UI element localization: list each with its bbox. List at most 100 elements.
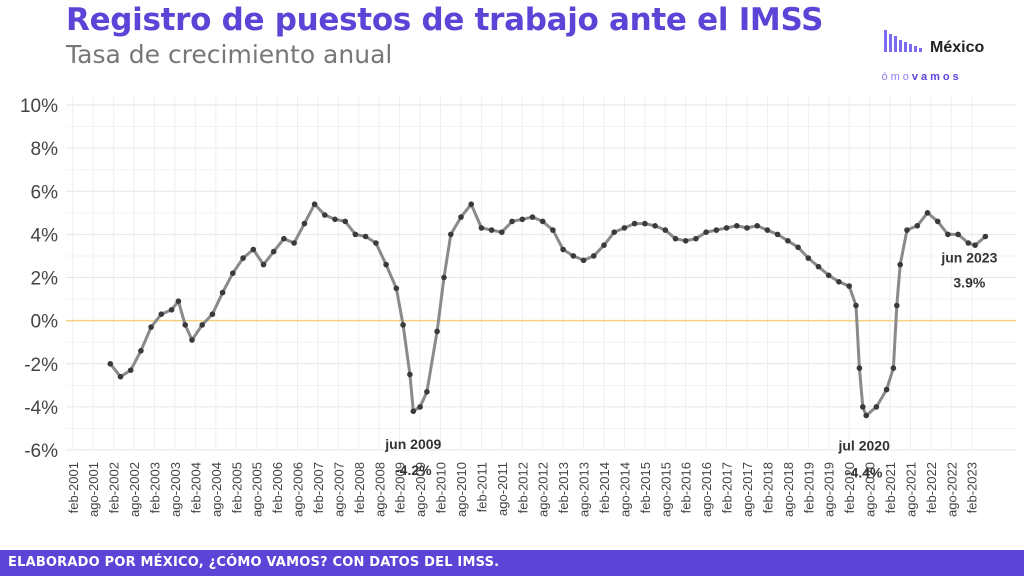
x-tick-label: ago-2020 <box>863 462 878 517</box>
x-tick-label: ago-2001 <box>86 462 101 517</box>
x-tick-label: feb-2019 <box>801 462 816 513</box>
data-point <box>972 242 978 248</box>
data-point <box>713 227 720 233</box>
x-tick-label: feb-2016 <box>679 462 694 513</box>
y-tick-label: 6% <box>31 182 59 203</box>
data-point <box>631 220 638 227</box>
data-point <box>774 231 781 238</box>
data-point <box>815 263 822 270</box>
data-point <box>281 235 287 242</box>
x-tick-label: ago-2012 <box>536 462 551 517</box>
data-point <box>175 298 182 305</box>
x-tick-label: ago-2007 <box>331 462 346 517</box>
x-tick-label: ago-2005 <box>250 462 265 517</box>
data-point <box>529 214 536 220</box>
data-point <box>863 412 869 419</box>
logo-tagline: cómovamos <box>880 71 962 83</box>
data-point <box>301 220 308 227</box>
x-tick-label: ago-2006 <box>291 462 306 517</box>
data-point <box>441 274 447 281</box>
x-tick-label: ago-2010 <box>454 462 469 517</box>
data-point <box>825 272 832 279</box>
annotation-date: jun 2023 <box>940 250 997 266</box>
x-tick-label: ago-2002 <box>127 462 142 517</box>
logo-name: México <box>930 39 984 56</box>
data-point <box>860 404 866 410</box>
x-tick-label: feb-2006 <box>270 462 285 513</box>
x-tick-label: feb-2013 <box>556 462 571 513</box>
data-point <box>410 408 417 415</box>
x-tick-label: feb-2012 <box>515 462 530 513</box>
data-point <box>914 223 921 229</box>
data-point <box>883 386 890 393</box>
x-tick-label: ago-2018 <box>781 462 796 517</box>
data-point <box>260 261 267 268</box>
data-point <box>904 227 910 233</box>
line-chart: -6%-4%-2%0%2%4%6%8%10% feb-2001 ago-2001 f… <box>20 96 1016 517</box>
data-point <box>250 246 257 253</box>
data-point <box>723 225 730 231</box>
data-point <box>580 257 587 264</box>
data-point <box>342 218 349 225</box>
data-point <box>734 223 740 229</box>
data-point <box>148 324 154 330</box>
data-point <box>468 201 475 207</box>
x-tick-label: feb-2015 <box>638 462 653 513</box>
x-tick-label: ago-2021 <box>903 462 918 517</box>
data-point <box>373 240 379 246</box>
x-tick-label: ago-2016 <box>699 462 714 517</box>
data-point <box>434 328 440 335</box>
data-point <box>550 227 556 233</box>
data-point <box>890 365 897 371</box>
data-point <box>270 248 277 255</box>
data-point <box>417 404 423 410</box>
y-tick-label: 10% <box>20 96 58 117</box>
data-point <box>601 242 607 248</box>
data-point <box>407 371 413 378</box>
x-tick-label: feb-2001 <box>66 462 81 513</box>
annotations: jun 2009 -4.2% jul 2020 -4.4% jun 2023 3.9% <box>384 250 997 481</box>
data-point <box>219 289 226 296</box>
data-point <box>478 225 485 231</box>
data-point <box>311 201 318 207</box>
data-point <box>652 223 658 229</box>
x-axis: feb-2001 ago-2001 feb-2002 ago-2002 feb-2003… <box>66 462 980 517</box>
grid <box>66 97 1016 451</box>
data-point <box>662 227 669 233</box>
data-point <box>982 233 989 240</box>
annotation-date: jun 2009 <box>384 436 441 452</box>
y-tick-label: -6% <box>24 441 58 462</box>
data-point <box>107 361 114 367</box>
series-line <box>109 202 987 417</box>
data-point <box>945 231 951 238</box>
data-point <box>393 285 400 292</box>
data-point <box>182 322 188 328</box>
footer-bar: ELABORADO POR MÉXICO, ¿CÓMO VAMOS? CON D… <box>0 550 1024 576</box>
x-tick-label: feb-2014 <box>597 462 612 513</box>
data-point <box>383 261 389 268</box>
data-point <box>754 223 760 229</box>
series-group <box>107 201 989 419</box>
x-tick-label: feb-2002 <box>107 462 122 513</box>
x-tick-label: ago-2019 <box>822 462 837 517</box>
chart-title: Registro de puestos de trabajo ante el I… <box>66 2 824 38</box>
x-tick-label: ago-2014 <box>617 462 632 517</box>
data-point <box>873 404 880 410</box>
y-tick-label: 4% <box>31 225 59 246</box>
data-point <box>682 238 689 244</box>
data-point <box>894 302 900 309</box>
data-point <box>168 307 175 313</box>
data-point <box>570 253 577 259</box>
data-point <box>158 311 165 318</box>
data-point <box>744 225 750 231</box>
x-tick-label: feb-2021 <box>883 462 898 513</box>
annotation-value: 3.9% <box>953 275 985 291</box>
data-point <box>117 373 124 380</box>
x-tick-label: ago-2004 <box>209 462 224 517</box>
data-point <box>785 238 791 244</box>
x-tick-label: feb-2022 <box>924 462 939 513</box>
data-point <box>764 227 771 233</box>
x-tick-label: ago-2015 <box>658 462 673 517</box>
data-point <box>924 210 931 216</box>
x-tick-label: feb-2010 <box>434 462 449 513</box>
